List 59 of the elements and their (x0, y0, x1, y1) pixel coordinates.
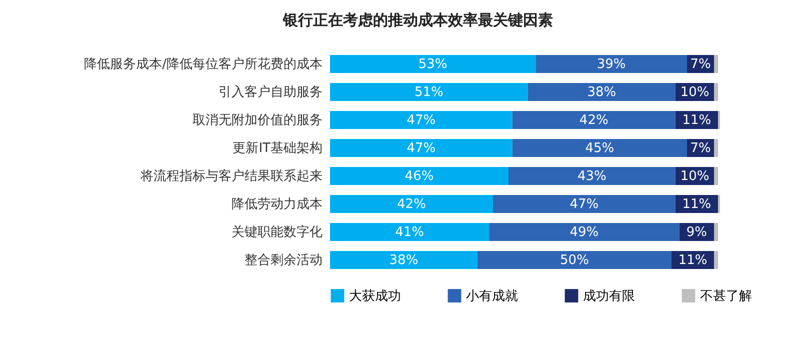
data-label: 7% (690, 141, 711, 156)
data-label: 11% (682, 197, 712, 212)
bar (508, 167, 676, 185)
data-label: 53% (418, 57, 448, 72)
data-label: 50% (560, 253, 589, 268)
bar (330, 223, 490, 241)
data-label: 11% (678, 253, 708, 268)
bar (714, 83, 718, 101)
data-label: 10% (680, 169, 710, 184)
bar (512, 111, 676, 129)
bar (512, 139, 688, 157)
data-label: 11% (682, 113, 712, 128)
bar (330, 251, 478, 269)
data-label: 41% (395, 225, 424, 240)
bar (330, 167, 509, 185)
bar (330, 195, 493, 213)
y-tick-label: 更新IT基础架构 (232, 141, 322, 156)
data-label: 42% (579, 113, 608, 128)
y-tick-label: 整合剩余活动 (244, 253, 322, 268)
bar (714, 223, 718, 241)
chart-title: 银行正在考虑的推动成本效率最关键因素 (282, 11, 553, 29)
legend-label: 不甚了解 (700, 288, 752, 304)
bar (330, 139, 512, 157)
y-tick-label: 降低劳动力成本 (232, 197, 322, 212)
bar (714, 55, 718, 73)
bar (330, 111, 512, 129)
bar (477, 251, 672, 269)
bar (330, 55, 536, 73)
legend-label: 大获成功 (349, 288, 401, 304)
legend-label: 小有成就 (466, 288, 518, 304)
bar (330, 83, 528, 101)
data-label: 51% (414, 85, 444, 100)
data-label: 45% (585, 141, 614, 156)
y-tick-label: 关键职能数字化 (232, 224, 322, 240)
bar (536, 55, 688, 73)
data-label: 46% (404, 169, 434, 184)
data-label: 10% (680, 85, 710, 100)
data-label: 49% (570, 225, 599, 240)
legend-label: 成功有限 (583, 288, 635, 304)
bar (714, 139, 718, 157)
data-label: 47% (570, 197, 599, 212)
data-label: 7% (690, 57, 711, 72)
bar (714, 167, 718, 185)
y-tick-label: 取消无附加价值的服务 (192, 113, 322, 128)
data-label: 47% (406, 113, 436, 128)
bar (489, 223, 680, 241)
bar (492, 195, 676, 213)
data-label: 38% (389, 253, 418, 268)
bar (528, 83, 676, 101)
data-label: 9% (686, 225, 708, 240)
data-label: 42% (397, 197, 426, 212)
y-tick-label: 引入客户自助服务 (218, 84, 322, 100)
data-label: 39% (596, 57, 626, 72)
data-label: 38% (587, 85, 616, 100)
data-label: 47% (406, 141, 436, 156)
data-label: 43% (577, 169, 606, 184)
y-tick-label: 将流程指标与客户结果联系起来 (140, 168, 322, 184)
bar (714, 251, 718, 269)
y-tick-label: 降低服务成本/降低每位客户所花费的成本 (84, 56, 322, 72)
